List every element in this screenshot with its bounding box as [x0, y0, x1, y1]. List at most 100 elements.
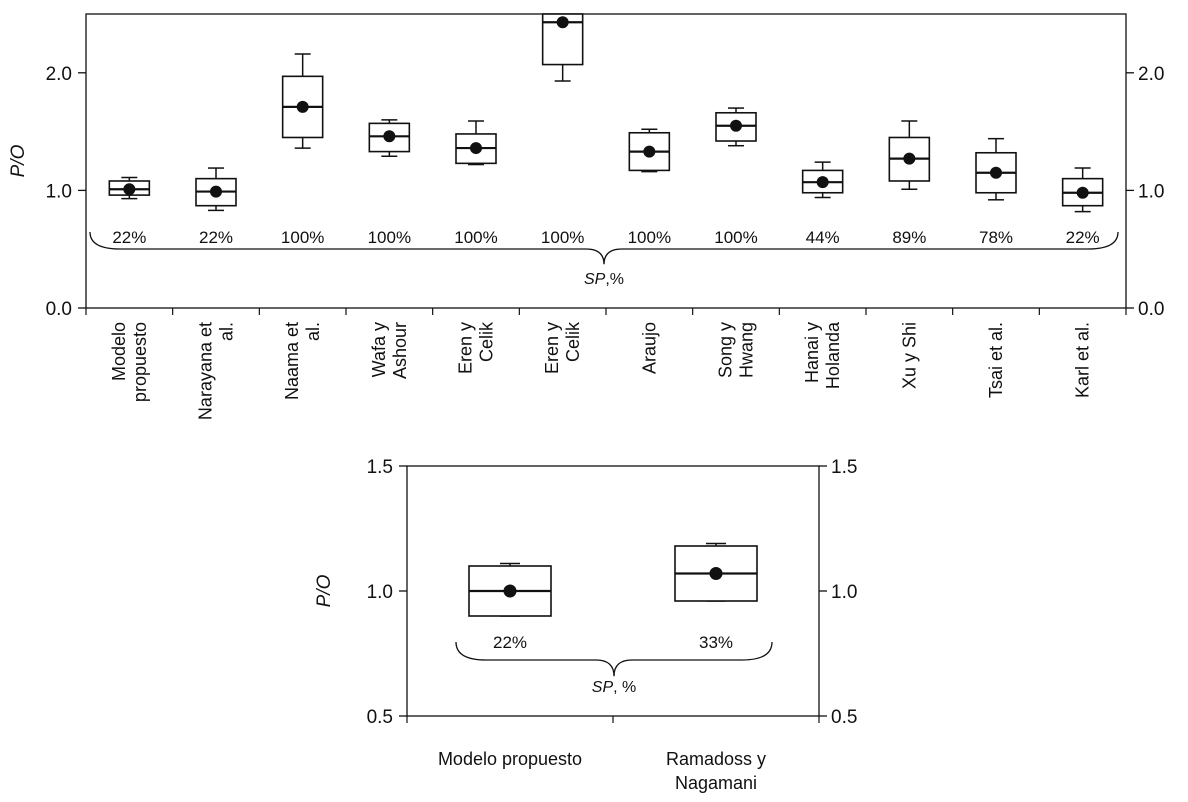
x-category-label: Ramadoss y Nagamani [666, 749, 766, 793]
box-1 [108, 176, 151, 200]
sp-label-main: SP [592, 679, 614, 696]
y-tick-label-right: 0.5 [831, 707, 857, 728]
x-category-label-line: Eren y [542, 322, 562, 374]
mean-point [903, 152, 916, 165]
y-tick-label-left: 1.0 [367, 582, 393, 603]
chart-bottom: 0.5 1.0 1.5 0.5 1.0 1.5 P/O 22% 33% SP, % Modelo p… [314, 457, 857, 793]
plot-frame [85, 13, 1127, 309]
y-tick-label-left: 0.0 [46, 299, 72, 320]
x-category-label: Karl et al. [1073, 322, 1093, 398]
y-tick-label-right: 2.0 [1138, 64, 1164, 85]
box-5 [455, 120, 497, 166]
box-12 [1061, 167, 1104, 213]
box-8 [715, 107, 757, 147]
sp-percent-label: 100% [714, 228, 757, 247]
box-2 [195, 167, 237, 212]
x-category-label-line: Xu y Shi [899, 322, 919, 389]
mean-point [1076, 186, 1089, 199]
x-category-label-line: Ramadoss y [666, 749, 766, 769]
x-category-label-line: Narayana et [196, 322, 216, 420]
x-category-label-line: propuesto [130, 322, 150, 402]
sp-percent-label: 44% [806, 228, 840, 247]
x-category-label: Song yHwang [716, 322, 757, 378]
sp-percent-label: 33% [699, 633, 733, 652]
y-tick-label-right: 0.0 [1138, 299, 1164, 320]
x-category-label-line: al. [217, 322, 237, 341]
x-category-label-line: Nagamani [675, 773, 757, 793]
box-7 [628, 128, 671, 173]
x-category-label: Naama etal. [282, 322, 323, 400]
sp-percent-label: 22% [1066, 228, 1100, 247]
x-category-label-line: al. [303, 322, 323, 341]
x-category-label-line: Karl et al. [1073, 322, 1093, 398]
mean-point [470, 142, 482, 155]
x-category-label-line: Hanai y [802, 322, 822, 383]
sp-percent-label: 100% [628, 228, 671, 247]
x-category-label-line: Wafa y [369, 322, 389, 377]
x-category-label-line: Modelo [109, 322, 129, 381]
box-6 [541, 13, 584, 82]
sp-percent-label: 100% [541, 228, 584, 247]
x-category-label: Tsai et al. [986, 322, 1006, 398]
x-category-label-line: Ashour [390, 322, 410, 379]
mean-point [383, 130, 396, 143]
x-category-label: Modelopropuesto [109, 322, 150, 402]
sp-label-unit: , % [613, 679, 636, 696]
box-4 [368, 119, 411, 158]
box-3 [281, 53, 324, 149]
x-category-label: Eren yCelik [542, 321, 583, 374]
mean-point [709, 567, 723, 580]
box-9 [801, 161, 844, 199]
sp-percent-label: 100% [281, 228, 324, 247]
y-tick-label-left: 1.0 [46, 181, 72, 202]
sp-label-main: SP [584, 271, 606, 288]
y-tick-label-left: 2.0 [46, 64, 72, 85]
box-10 [888, 120, 931, 190]
mean-point [816, 176, 829, 189]
mean-point [123, 183, 136, 196]
mean-point [643, 145, 656, 158]
sp-percent-label: 100% [454, 228, 497, 247]
sp-percent-label: 78% [979, 228, 1013, 247]
x-category-label: Hanai yHolanda [802, 321, 843, 389]
sp-brace [455, 641, 773, 677]
x-category-label-line: Tsai et al. [986, 322, 1006, 398]
sp-brace [89, 231, 1119, 265]
mean-point [296, 100, 309, 113]
y-tick-label-left: 0.5 [367, 707, 393, 728]
mean-point [503, 584, 517, 598]
x-category-label: Narayana etal. [196, 322, 237, 420]
mean-point [556, 16, 569, 29]
mean-point [210, 185, 222, 198]
box-11 [975, 137, 1017, 201]
sp-label: SP, % [592, 679, 636, 696]
mean-point [730, 119, 742, 132]
sp-percent-label: 100% [368, 228, 411, 247]
y-axis-label: P/O [8, 144, 29, 177]
sp-percent-label: 22% [112, 228, 146, 247]
y-tick-label-right: 1.5 [831, 457, 857, 478]
x-category-label: Wafa yAshour [369, 322, 410, 379]
y-tick-label-right: 1.0 [831, 582, 857, 603]
x-category-label: Xu y Shi [899, 322, 919, 389]
x-category-label-line: Holanda [823, 321, 843, 389]
x-category-label-line: Araujo [639, 322, 659, 374]
x-category-label: Araujo [639, 322, 659, 374]
sp-label-unit: ,% [605, 271, 624, 288]
x-category-label-line: Song y [716, 322, 736, 378]
x-category-label-line: Celik [477, 321, 497, 362]
sp-percent-label: 22% [493, 633, 527, 652]
y-tick-label-left: 1.5 [367, 457, 393, 478]
chart-top: 0.0 1.0 2.0 0.0 1.0 2.0 P/O 22% 22% 100% 100% 100% 1… [8, 13, 1164, 420]
x-category-label-line: Hwang [737, 322, 757, 378]
x-category-label-line: Celik [563, 321, 583, 362]
box-1 [468, 562, 552, 617]
y-axis-label: P/O [314, 574, 335, 607]
y-tick-label-right: 1.0 [1138, 181, 1164, 202]
sp-percent-label: 89% [892, 228, 926, 247]
x-category-label-line: Modelo propuesto [438, 749, 582, 769]
sp-label: SP,% [584, 271, 624, 288]
x-category-label-line: Naama et [282, 322, 302, 400]
x-category-label: Modelo propuesto [438, 749, 582, 769]
